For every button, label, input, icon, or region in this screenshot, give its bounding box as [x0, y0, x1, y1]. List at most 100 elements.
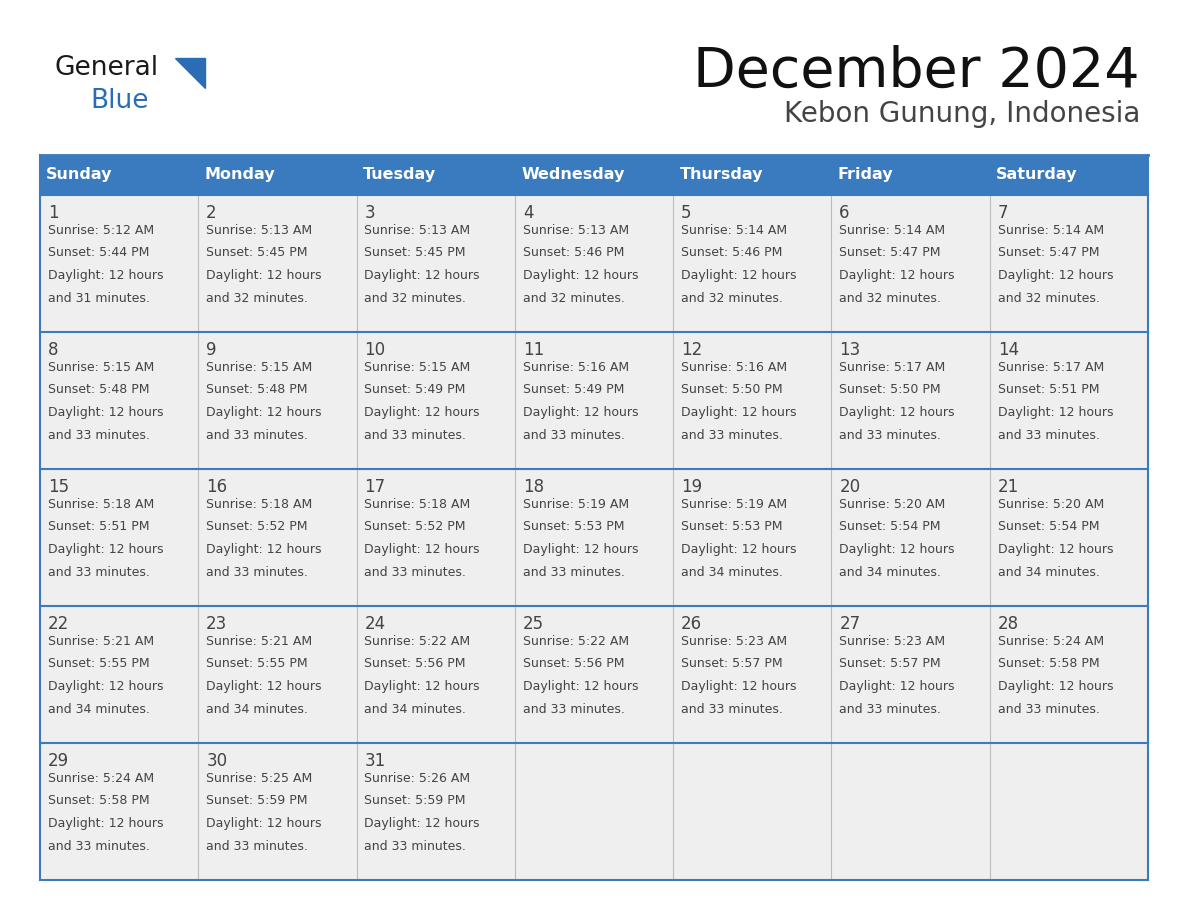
Text: Sunrise: 5:14 AM: Sunrise: 5:14 AM	[998, 224, 1104, 237]
Text: 16: 16	[207, 478, 227, 496]
Text: 31: 31	[365, 752, 386, 770]
Text: Sunset: 5:46 PM: Sunset: 5:46 PM	[681, 246, 783, 260]
Text: Sunday: Sunday	[46, 167, 113, 183]
Text: Daylight: 12 hours: Daylight: 12 hours	[48, 817, 164, 830]
Text: Sunrise: 5:19 AM: Sunrise: 5:19 AM	[681, 498, 788, 510]
Text: Daylight: 12 hours: Daylight: 12 hours	[365, 543, 480, 556]
Text: and 34 minutes.: and 34 minutes.	[681, 565, 783, 578]
Bar	[40, 195, 1148, 332]
Text: 15: 15	[48, 478, 69, 496]
Text: Sunset: 5:53 PM: Sunset: 5:53 PM	[681, 521, 783, 533]
Text: Daylight: 12 hours: Daylight: 12 hours	[681, 269, 797, 282]
Text: Sunrise: 5:24 AM: Sunrise: 5:24 AM	[48, 772, 154, 785]
Text: Sunrise: 5:13 AM: Sunrise: 5:13 AM	[523, 224, 628, 237]
Text: 18: 18	[523, 478, 544, 496]
Text: Sunrise: 5:13 AM: Sunrise: 5:13 AM	[365, 224, 470, 237]
Text: Daylight: 12 hours: Daylight: 12 hours	[681, 406, 797, 419]
Text: 6: 6	[840, 204, 849, 222]
Text: Daylight: 12 hours: Daylight: 12 hours	[840, 680, 955, 693]
Text: Sunrise: 5:18 AM: Sunrise: 5:18 AM	[207, 498, 312, 510]
Text: Daylight: 12 hours: Daylight: 12 hours	[48, 406, 164, 419]
Text: Sunrise: 5:19 AM: Sunrise: 5:19 AM	[523, 498, 628, 510]
Text: Sunrise: 5:21 AM: Sunrise: 5:21 AM	[207, 635, 312, 648]
Text: 19: 19	[681, 478, 702, 496]
Text: Sunrise: 5:22 AM: Sunrise: 5:22 AM	[523, 635, 628, 648]
Text: and 33 minutes.: and 33 minutes.	[207, 840, 308, 853]
Text: Sunrise: 5:17 AM: Sunrise: 5:17 AM	[840, 361, 946, 374]
Text: and 33 minutes.: and 33 minutes.	[681, 429, 783, 442]
Bar	[40, 155, 1148, 195]
Text: 8: 8	[48, 341, 58, 359]
Bar	[40, 606, 1148, 743]
Text: Sunrise: 5:15 AM: Sunrise: 5:15 AM	[48, 361, 154, 374]
Text: Sunset: 5:57 PM: Sunset: 5:57 PM	[840, 657, 941, 670]
Text: and 34 minutes.: and 34 minutes.	[840, 565, 941, 578]
Text: and 34 minutes.: and 34 minutes.	[998, 565, 1100, 578]
Text: Daylight: 12 hours: Daylight: 12 hours	[523, 680, 638, 693]
Text: and 34 minutes.: and 34 minutes.	[207, 702, 308, 716]
Text: Sunrise: 5:16 AM: Sunrise: 5:16 AM	[523, 361, 628, 374]
Text: Daylight: 12 hours: Daylight: 12 hours	[840, 406, 955, 419]
Text: and 34 minutes.: and 34 minutes.	[365, 702, 467, 716]
Text: Daylight: 12 hours: Daylight: 12 hours	[998, 543, 1113, 556]
Text: Sunset: 5:49 PM: Sunset: 5:49 PM	[523, 384, 624, 397]
Text: and 33 minutes.: and 33 minutes.	[48, 429, 150, 442]
Text: Sunrise: 5:15 AM: Sunrise: 5:15 AM	[207, 361, 312, 374]
Text: Sunset: 5:48 PM: Sunset: 5:48 PM	[48, 384, 150, 397]
Text: Sunset: 5:47 PM: Sunset: 5:47 PM	[998, 246, 1099, 260]
Text: Daylight: 12 hours: Daylight: 12 hours	[365, 406, 480, 419]
Text: 30: 30	[207, 752, 227, 770]
Text: Sunrise: 5:24 AM: Sunrise: 5:24 AM	[998, 635, 1104, 648]
Text: and 33 minutes.: and 33 minutes.	[207, 565, 308, 578]
Text: Sunset: 5:55 PM: Sunset: 5:55 PM	[48, 657, 150, 670]
Text: Daylight: 12 hours: Daylight: 12 hours	[523, 543, 638, 556]
Text: and 32 minutes.: and 32 minutes.	[681, 292, 783, 305]
Text: Daylight: 12 hours: Daylight: 12 hours	[523, 269, 638, 282]
Text: Sunset: 5:55 PM: Sunset: 5:55 PM	[207, 657, 308, 670]
Text: Sunrise: 5:18 AM: Sunrise: 5:18 AM	[48, 498, 154, 510]
Text: Sunrise: 5:20 AM: Sunrise: 5:20 AM	[840, 498, 946, 510]
Text: Sunrise: 5:12 AM: Sunrise: 5:12 AM	[48, 224, 154, 237]
Text: and 33 minutes.: and 33 minutes.	[840, 702, 941, 716]
Text: Sunset: 5:54 PM: Sunset: 5:54 PM	[840, 521, 941, 533]
Bar	[40, 743, 1148, 880]
Text: Sunrise: 5:14 AM: Sunrise: 5:14 AM	[681, 224, 788, 237]
Text: 2: 2	[207, 204, 217, 222]
Text: Sunset: 5:51 PM: Sunset: 5:51 PM	[48, 521, 150, 533]
Text: and 32 minutes.: and 32 minutes.	[365, 292, 467, 305]
Text: Sunset: 5:52 PM: Sunset: 5:52 PM	[207, 521, 308, 533]
Text: Sunset: 5:45 PM: Sunset: 5:45 PM	[365, 246, 466, 260]
Text: 29: 29	[48, 752, 69, 770]
Text: 20: 20	[840, 478, 860, 496]
Text: Sunset: 5:52 PM: Sunset: 5:52 PM	[365, 521, 466, 533]
Text: Saturday: Saturday	[996, 167, 1078, 183]
Text: 24: 24	[365, 615, 386, 633]
Text: Daylight: 12 hours: Daylight: 12 hours	[998, 680, 1113, 693]
Text: Daylight: 12 hours: Daylight: 12 hours	[207, 817, 322, 830]
Text: 26: 26	[681, 615, 702, 633]
Text: 14: 14	[998, 341, 1019, 359]
Text: Sunset: 5:59 PM: Sunset: 5:59 PM	[207, 794, 308, 808]
Text: Sunrise: 5:20 AM: Sunrise: 5:20 AM	[998, 498, 1104, 510]
Text: Daylight: 12 hours: Daylight: 12 hours	[207, 543, 322, 556]
Text: Thursday: Thursday	[680, 167, 763, 183]
Text: Sunset: 5:59 PM: Sunset: 5:59 PM	[365, 794, 466, 808]
Text: and 32 minutes.: and 32 minutes.	[523, 292, 625, 305]
Text: Sunrise: 5:17 AM: Sunrise: 5:17 AM	[998, 361, 1104, 374]
Text: Daylight: 12 hours: Daylight: 12 hours	[365, 817, 480, 830]
Text: and 32 minutes.: and 32 minutes.	[998, 292, 1100, 305]
Text: December 2024: December 2024	[694, 45, 1140, 99]
Text: 7: 7	[998, 204, 1009, 222]
Text: Sunrise: 5:25 AM: Sunrise: 5:25 AM	[207, 772, 312, 785]
Text: and 33 minutes.: and 33 minutes.	[48, 840, 150, 853]
Text: Sunset: 5:58 PM: Sunset: 5:58 PM	[48, 794, 150, 808]
Text: 21: 21	[998, 478, 1019, 496]
Polygon shape	[175, 58, 206, 88]
Text: 17: 17	[365, 478, 386, 496]
Text: Wednesday: Wednesday	[522, 167, 625, 183]
Text: Sunset: 5:56 PM: Sunset: 5:56 PM	[365, 657, 466, 670]
Text: Sunrise: 5:13 AM: Sunrise: 5:13 AM	[207, 224, 312, 237]
Text: Sunset: 5:58 PM: Sunset: 5:58 PM	[998, 657, 1099, 670]
Text: and 33 minutes.: and 33 minutes.	[681, 702, 783, 716]
Text: 12: 12	[681, 341, 702, 359]
